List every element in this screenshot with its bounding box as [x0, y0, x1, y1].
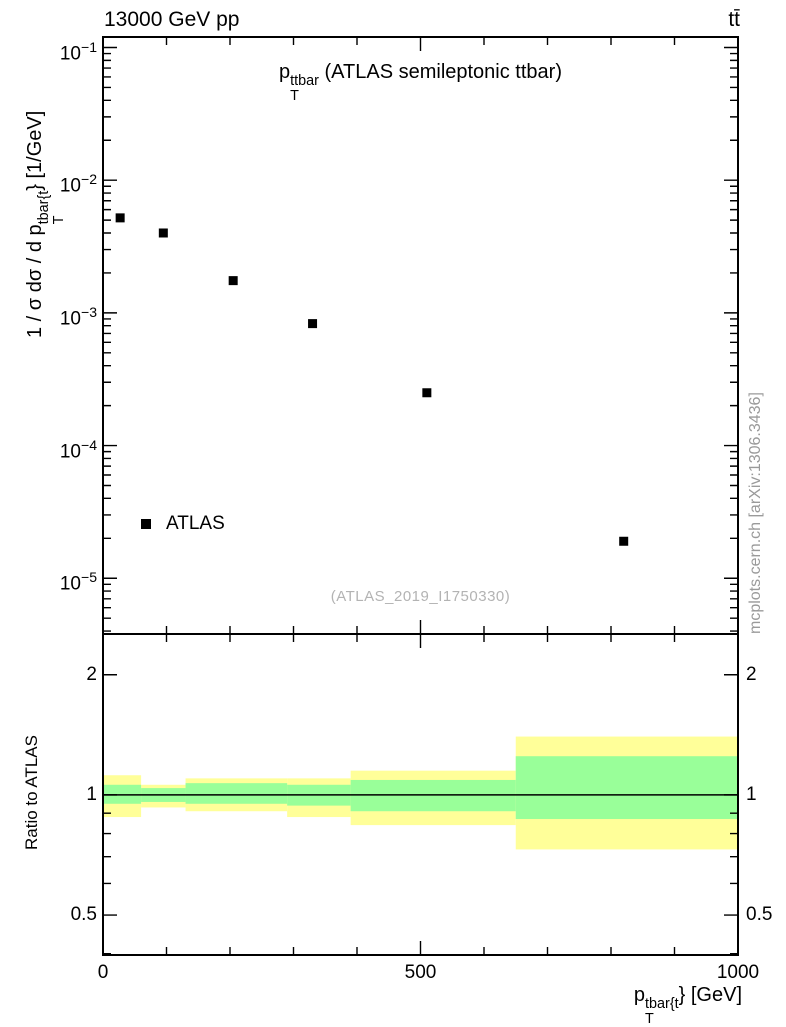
x-axis-label: p tbar{t T} [GeV]: [634, 984, 742, 1027]
x-axis-label-subscript: T: [645, 1010, 654, 1027]
y-axis-label-superscript: tbar{t: [36, 190, 53, 225]
ratio-panel-frame: [102, 633, 739, 956]
ratio-axis-label: Ratio to ATLAS: [22, 735, 41, 850]
plot-title-superscript: ttbar: [290, 73, 319, 90]
x-axis-label-superscript: tbar{t: [645, 996, 679, 1013]
data-point-marker: [158, 228, 168, 238]
y-axis-label-base: 1 / σ dσ / d p: [24, 224, 46, 338]
x-axis-label-rest: } [GeV]: [678, 984, 742, 1006]
plot-title-subscript: T: [290, 87, 299, 104]
y-axis-label-supsub: tbar{t T: [36, 190, 67, 225]
legend-label: ATLAS: [166, 513, 225, 534]
data-point-marker: [308, 319, 318, 329]
data-point-marker: [115, 213, 125, 223]
plot-title-base: p: [279, 61, 291, 83]
y-axis-label-rest: } [1/GeV]: [24, 110, 46, 191]
data-point-marker: [422, 388, 432, 398]
y-axis-label-subscript: T: [50, 215, 67, 225]
y-axis-label: 1 / σ dσ / d p tbar{t T} [1/GeV]: [24, 111, 67, 338]
analysis-id-watermark: (ATLAS_2019_I1750330): [330, 588, 511, 605]
process-label: tt̄: [728, 8, 740, 31]
mcplots-reference-note: mcplots.cern.ch [arXiv:1306.3436]: [747, 392, 764, 634]
x-axis-label-base: p: [633, 984, 646, 1006]
plot-title-supsub: ttbar T: [290, 74, 319, 103]
ratio-uncertainty-band-inner: [185, 783, 288, 804]
main-panel-frame: [102, 36, 739, 635]
ratio-uncertainty-band-inner: [515, 756, 738, 820]
legend-marker-square: [141, 519, 151, 529]
plot-title: p ttbar T (ATLAS semileptonic ttbar): [103, 61, 738, 104]
data-point-marker: [619, 536, 629, 546]
plot-title-rest: (ATLAS semileptonic ttbar): [318, 61, 562, 83]
legend: ATLAS: [141, 513, 225, 535]
x-axis-label-supsub: tbar{t T: [645, 997, 679, 1026]
collision-energy-label: 13000 GeV pp: [104, 8, 240, 31]
data-point-marker: [228, 276, 238, 286]
